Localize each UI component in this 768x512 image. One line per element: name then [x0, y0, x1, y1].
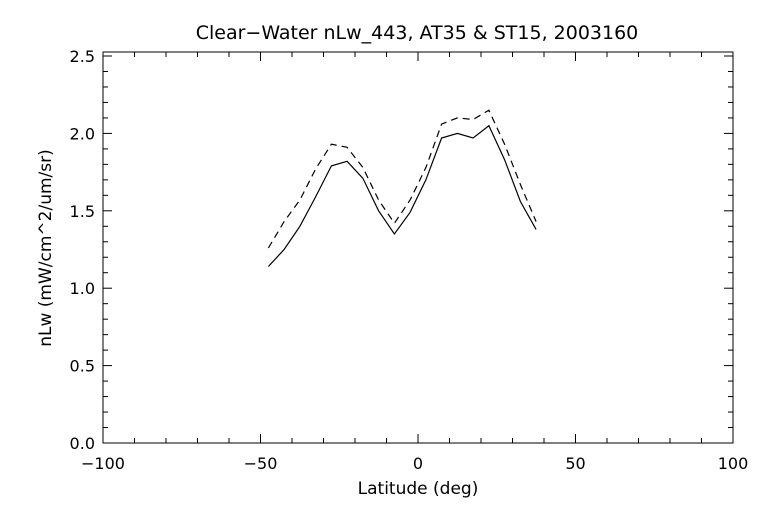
- y-tick-label: 2.0: [70, 124, 95, 143]
- y-tick-label: 0.5: [70, 357, 95, 376]
- x-tick-label: 0: [413, 454, 423, 473]
- y-tick-label: 2.5: [70, 47, 95, 66]
- x-tick-label: 100: [718, 454, 749, 473]
- plot-frame: [102, 51, 734, 444]
- x-axis-label: Latitude (deg): [358, 479, 479, 499]
- x-tick-label: −50: [244, 454, 278, 473]
- y-axis-label: nLw (mW/cm^2/um/sr): [36, 149, 56, 347]
- series-line-solid: [267, 124, 537, 267]
- y-tick-label: 1.5: [70, 202, 95, 221]
- chart-title: Clear−Water nLw_443, AT35 & ST15, 200316…: [196, 22, 639, 44]
- y-axis: 0.0 0.5 1.0 1.5 2.0 2.5: [70, 47, 733, 453]
- y-tick-label: 0.0: [70, 434, 95, 453]
- x-tick-label: 50: [565, 454, 585, 473]
- series-line-dashed: [267, 109, 537, 249]
- series-layer: [267, 109, 537, 267]
- x-axis: −100 −50 0 50 100: [81, 52, 748, 473]
- y-tick-label: 1.0: [70, 279, 95, 298]
- x-tick-label: −100: [81, 454, 125, 473]
